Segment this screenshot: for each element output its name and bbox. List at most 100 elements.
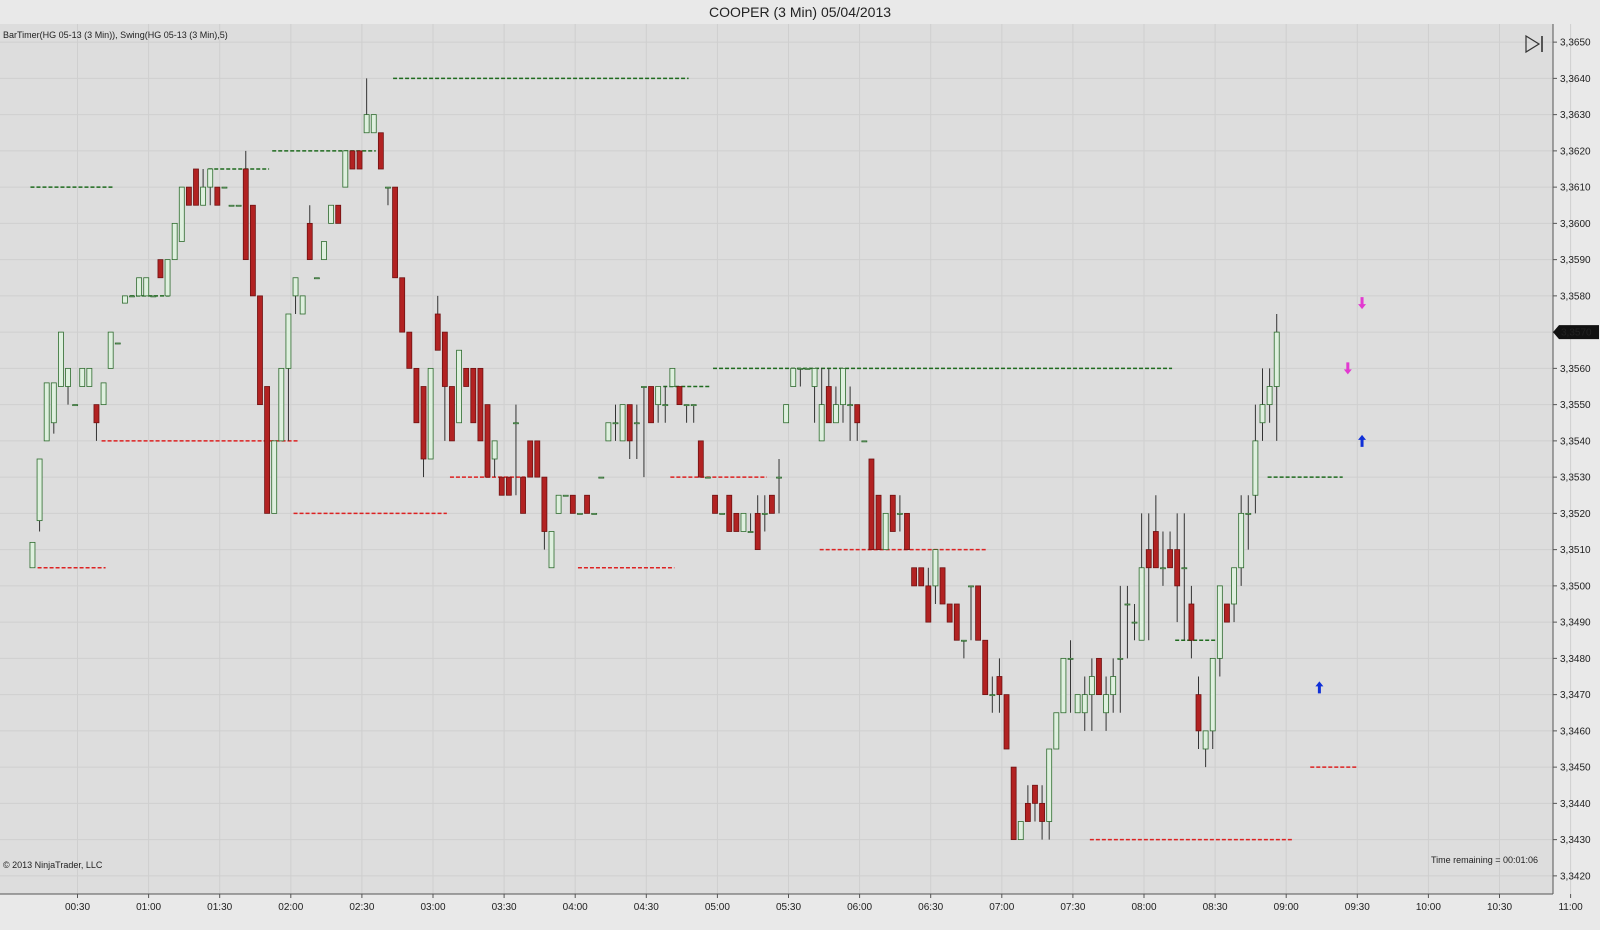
candle: [491, 440, 498, 478]
candle: [747, 513, 754, 533]
candle-body-down: [996, 676, 1003, 696]
candle: [719, 512, 726, 515]
candle-body-down: [399, 277, 406, 333]
candle: [562, 494, 569, 497]
candle: [989, 676, 996, 713]
candle-body-down: [520, 476, 526, 514]
candle: [619, 404, 626, 442]
chart-canvas[interactable]: 3,3420 3,3430 3,3440 3,3450 3,3460 3,3470 3,34…: [0, 24, 1600, 930]
candle: [960, 639, 967, 659]
candle-body-down: [242, 168, 249, 261]
candle-body-up: [1245, 512, 1252, 515]
candle-body-up: [36, 458, 43, 522]
candle: [1039, 785, 1045, 840]
candle: [200, 169, 207, 206]
candle-body-up: [641, 386, 647, 388]
candle-body-down: [1003, 694, 1010, 750]
time-axis[interactable]: 00:30 01:00 01:30 02:00 02:30 03:00 03:30 04:00…: [65, 894, 1583, 913]
candle-body-up: [740, 512, 747, 532]
candle-body-down: [157, 259, 164, 279]
candle: [427, 367, 434, 460]
time-tick-label: 05:30: [776, 902, 801, 913]
candle-body-down: [1032, 784, 1038, 804]
candle-body-down: [306, 222, 313, 261]
candle-body-down: [249, 204, 256, 297]
candle: [676, 386, 683, 406]
candle-body-up: [1202, 730, 1209, 750]
candle-body-up: [833, 404, 839, 424]
time-tick-label: 02:00: [278, 902, 303, 913]
candle-body-down: [534, 440, 541, 478]
candle: [833, 386, 839, 424]
candle: [584, 494, 590, 514]
candle: [783, 404, 790, 424]
candle-body-down: [1167, 549, 1173, 569]
candle-body-up: [968, 585, 974, 588]
candle: [626, 404, 633, 459]
candle-body-up: [1017, 821, 1024, 841]
candle-body-up: [207, 168, 214, 188]
candle-body-up: [178, 186, 185, 242]
candle: [1067, 640, 1074, 713]
candle: [207, 168, 214, 206]
candle: [740, 512, 747, 532]
candle-body-up: [456, 349, 462, 424]
candle: [1010, 766, 1017, 841]
scroll-to-end-icon[interactable]: [1525, 34, 1545, 54]
candle-body-down: [982, 639, 989, 696]
candle-body-up: [1060, 657, 1067, 714]
candle-body-up: [811, 367, 818, 387]
candle: [1195, 676, 1202, 749]
candle-body-up: [29, 541, 36, 569]
candle-body-down: [93, 404, 100, 424]
candle-body-down: [441, 331, 448, 387]
candle: [385, 186, 391, 206]
candle-body-up: [1067, 657, 1074, 660]
candle: [1046, 748, 1053, 840]
candle: [377, 132, 384, 170]
candle: [705, 476, 711, 479]
candle-body-up: [1273, 331, 1280, 387]
candle: [321, 241, 327, 261]
candle-body-up: [513, 422, 519, 425]
candle: [1110, 658, 1117, 713]
candle-body-down: [584, 494, 590, 514]
candle-body-up: [605, 422, 612, 442]
candle: [185, 186, 192, 206]
candle: [804, 367, 811, 370]
candle-body-down: [356, 150, 363, 170]
candle: [1188, 585, 1195, 659]
candle: [797, 367, 804, 387]
candle: [470, 367, 477, 424]
candle-body-up: [1117, 657, 1124, 660]
candle: [86, 367, 93, 387]
buy-arrow-icon: [1315, 681, 1324, 694]
time-tick-label: 10:30: [1487, 902, 1512, 913]
price-tick-label: 3,3520: [1560, 509, 1591, 520]
candle: [1216, 585, 1223, 677]
candle-body-up: [591, 512, 598, 515]
price-tick-label: 3,3440: [1560, 799, 1591, 810]
candle: [868, 458, 875, 551]
candle-body-down: [825, 386, 832, 424]
candle: [1273, 314, 1280, 441]
candle: [306, 205, 313, 261]
price-tick-label: 3,3600: [1560, 219, 1591, 230]
candle: [1160, 531, 1166, 586]
candle-body-down: [527, 440, 534, 478]
candle-body-down: [733, 512, 740, 532]
candle: [776, 459, 782, 514]
candle-body-down: [1096, 657, 1102, 696]
candle-body-down: [392, 186, 398, 279]
candle: [1145, 513, 1152, 641]
candle: [100, 382, 107, 406]
candle: [939, 567, 946, 605]
candle-body-up: [1209, 657, 1216, 732]
candle-body-up: [1138, 567, 1145, 641]
price-axis[interactable]: 3,3420 3,3430 3,3440 3,3450 3,3460 3,3470 3,34…: [1553, 38, 1591, 883]
candle-body-down: [648, 386, 654, 424]
candle-body-up: [619, 404, 626, 442]
candle-body-up: [797, 367, 804, 370]
candle-body-down: [1195, 694, 1202, 732]
candle-body-down: [470, 367, 477, 424]
